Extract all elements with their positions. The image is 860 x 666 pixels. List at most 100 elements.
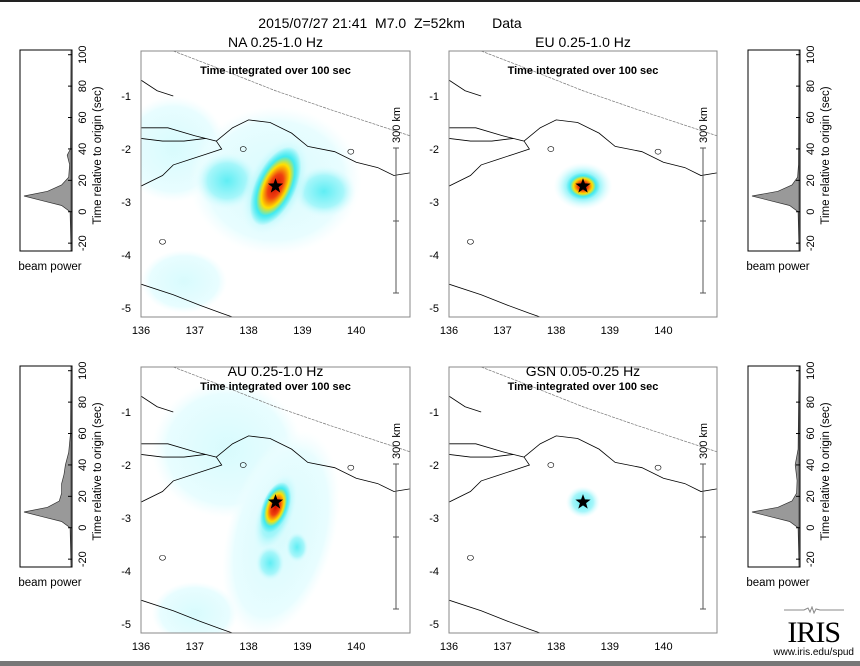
coastline: [449, 443, 531, 503]
y-tick-label: -2: [121, 144, 131, 156]
x-tick-label: 138: [547, 325, 565, 337]
time-tick-label: 40: [805, 459, 817, 471]
island: [654, 464, 662, 471]
y-tick-label: -5: [429, 303, 439, 315]
x-tick-label: 137: [493, 641, 511, 653]
coastline: [449, 283, 541, 317]
coastline: [449, 79, 482, 97]
map-frame: [140, 366, 411, 634]
y-tick-label: -3: [121, 197, 131, 209]
map-title: AU 0.25-1.0 Hz: [228, 363, 324, 379]
y-tick-label: -3: [429, 197, 439, 209]
island: [347, 464, 355, 471]
time-axis-label: Time relative to origin (sec): [820, 86, 832, 224]
time-tick-label: 100: [805, 46, 817, 64]
time-tick-label: -20: [77, 235, 89, 251]
time-tick-label: 0: [805, 209, 817, 215]
beam-power-contour: [285, 531, 309, 564]
coastline: [449, 127, 531, 187]
y-tick-label: -1: [121, 407, 131, 419]
x-tick-label: 137: [186, 641, 204, 653]
island: [239, 462, 247, 468]
beam-power-contour: [141, 249, 228, 314]
y-tick-label: -5: [121, 619, 131, 631]
time-axis-label: Time relative to origin (sec): [820, 402, 832, 540]
x-tick-label: 136: [440, 325, 458, 337]
beam-power-frame: [747, 365, 801, 568]
y-tick-label: -1: [429, 91, 439, 103]
island: [347, 148, 355, 155]
x-tick-label: 136: [132, 641, 150, 653]
coastline: [523, 119, 717, 176]
coastline: [449, 454, 514, 458]
y-tick-label: -4: [429, 566, 439, 578]
x-tick-label: 137: [186, 325, 204, 337]
plate-boundary: [481, 367, 717, 453]
map-note: Time integrated over 100 sec: [508, 381, 659, 393]
coastline: [141, 599, 233, 633]
coastline: [141, 395, 174, 413]
time-axis-label: Time relative to origin (sec): [92, 402, 104, 540]
coastline: [141, 127, 223, 187]
epicenter-star-icon: [267, 494, 284, 509]
map-panel-0: 300 km NA 0.25-1.0 Hz Time integrated over…: [121, 34, 411, 337]
time-tick-label: 80: [77, 396, 89, 408]
beam-power-label: beam power: [746, 261, 809, 273]
scale-bar-label: 300 km: [698, 107, 710, 143]
coastline: [141, 283, 233, 317]
island: [159, 238, 166, 245]
x-tick-label: 139: [601, 325, 619, 337]
scale-bar-label: 300 km: [391, 107, 403, 143]
time-tick-label: 20: [805, 174, 817, 186]
beam-power-frame: [19, 365, 73, 568]
epicenter-star-icon: [575, 178, 591, 193]
x-tick-label: 139: [601, 641, 619, 653]
time-tick-label: 0: [805, 525, 817, 531]
map-title: NA 0.25-1.0 Hz: [228, 34, 323, 50]
island: [547, 462, 555, 468]
map-panel-1: 300 km EU 0.25-1.0 Hz Time integrated over…: [429, 34, 718, 337]
coastline: [523, 435, 717, 492]
x-tick-label: 139: [293, 641, 311, 653]
beam-power-curve: [23, 365, 72, 568]
y-tick-label: -4: [121, 250, 131, 262]
y-tick-label: -5: [429, 619, 439, 631]
scale-bar-label: 300 km: [698, 423, 710, 459]
map-title: EU 0.25-1.0 Hz: [535, 34, 631, 50]
iris-logo: IRIS www.iris.edu/spud: [773, 601, 854, 658]
time-tick-label: 40: [805, 143, 817, 155]
island: [239, 146, 247, 152]
x-tick-label: 137: [493, 325, 511, 337]
x-tick-label: 140: [347, 325, 365, 337]
map-frame: [448, 366, 718, 634]
x-tick-label: 138: [239, 325, 257, 337]
y-tick-label: -5: [121, 303, 131, 315]
y-tick-label: -3: [121, 513, 131, 525]
logo-wordmark: IRIS: [787, 616, 841, 649]
map-title: GSN 0.05-0.25 Hz: [526, 363, 640, 379]
coastline: [141, 79, 174, 97]
time-tick-label: 40: [77, 143, 89, 155]
beam-power-contour: [259, 482, 292, 533]
time-tick-label: 0: [77, 525, 89, 531]
time-tick-label: 20: [77, 490, 89, 502]
plate-boundary: [481, 51, 717, 137]
y-tick-label: -1: [429, 407, 439, 419]
map-note: Time integrated over 100 sec: [508, 65, 659, 77]
y-tick-label: -2: [429, 144, 439, 156]
map-panel-2: 300 km AU 0.25-1.0 Hz Time integrated over…: [121, 363, 411, 653]
beam-power-contour: [255, 544, 286, 582]
beam-power-curve: [751, 49, 800, 252]
map-body: [141, 367, 410, 633]
coastline: [449, 599, 541, 633]
beam-power-label: beam power: [746, 577, 809, 589]
y-tick-label: -4: [429, 250, 439, 262]
x-tick-label: 139: [293, 325, 311, 337]
logo-url[interactable]: www.iris.edu/spud: [773, 647, 854, 658]
y-tick-label: -4: [121, 566, 131, 578]
time-tick-label: 60: [805, 427, 817, 439]
